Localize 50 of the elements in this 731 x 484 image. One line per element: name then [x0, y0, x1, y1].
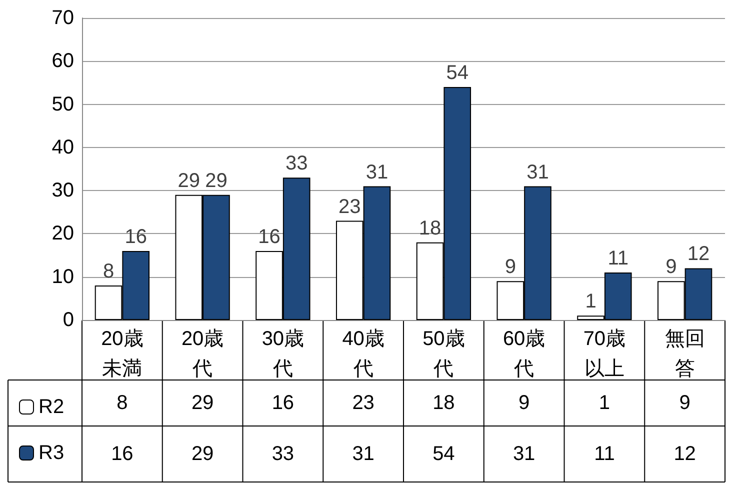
text: 33	[272, 443, 294, 465]
text: 54	[432, 443, 455, 465]
data-label: 8	[102, 260, 114, 282]
text: 29	[191, 392, 214, 414]
data-label: 31	[526, 161, 549, 184]
x-tick-label: 60歳代	[502, 328, 546, 380]
data-label: 16	[124, 226, 147, 248]
text: 9	[518, 392, 530, 414]
text: 31	[512, 443, 536, 465]
x-tick-label: 30歳代	[262, 328, 304, 380]
data-label: 31	[366, 161, 388, 184]
text: 9	[679, 392, 690, 414]
data-label: 29	[205, 170, 228, 192]
data-label: 23	[338, 196, 361, 218]
text: 23	[352, 392, 374, 414]
y-tick-label: 70	[52, 7, 74, 29]
data-label: 1	[585, 290, 596, 313]
y-tick-label: 30	[52, 180, 74, 202]
data-label: 12	[687, 243, 710, 266]
data-label: 11	[608, 248, 628, 270]
text: 16	[272, 392, 294, 414]
text: 11	[594, 443, 615, 465]
data-label: 9	[504, 256, 516, 278]
y-tick-label: 60	[52, 50, 74, 72]
text: 29	[191, 443, 214, 465]
text: 1	[598, 392, 610, 414]
text: 8	[116, 392, 128, 414]
data-label: 16	[258, 226, 280, 248]
y-tick-label: 50	[52, 93, 74, 116]
y-tick-label: 0	[62, 309, 74, 331]
data-label: 18	[418, 217, 442, 240]
text: 31	[352, 443, 374, 465]
data-label: 54	[446, 62, 468, 84]
text: 16	[111, 443, 134, 465]
x-tick-label: 20歳代	[181, 328, 224, 380]
y-tick-label: 10	[52, 266, 74, 288]
legend-label: R3	[38, 442, 64, 464]
legend-label: R2	[38, 396, 64, 418]
y-tick-label: 40	[52, 136, 74, 158]
text: 12	[674, 443, 696, 465]
data-label: 33	[285, 152, 308, 175]
data-label: 9	[666, 256, 677, 278]
x-tick-label: 70歳以上	[583, 328, 626, 380]
x-tick-label: 50歳代	[422, 328, 465, 380]
x-tick-label: 無回答	[664, 328, 705, 380]
data-label: 29	[178, 170, 200, 192]
y-tick-label: 20	[52, 222, 74, 245]
text: 18	[432, 392, 455, 414]
x-tick-label: 20歳未満	[101, 328, 144, 380]
x-tick-label: 40歳代	[342, 328, 384, 380]
